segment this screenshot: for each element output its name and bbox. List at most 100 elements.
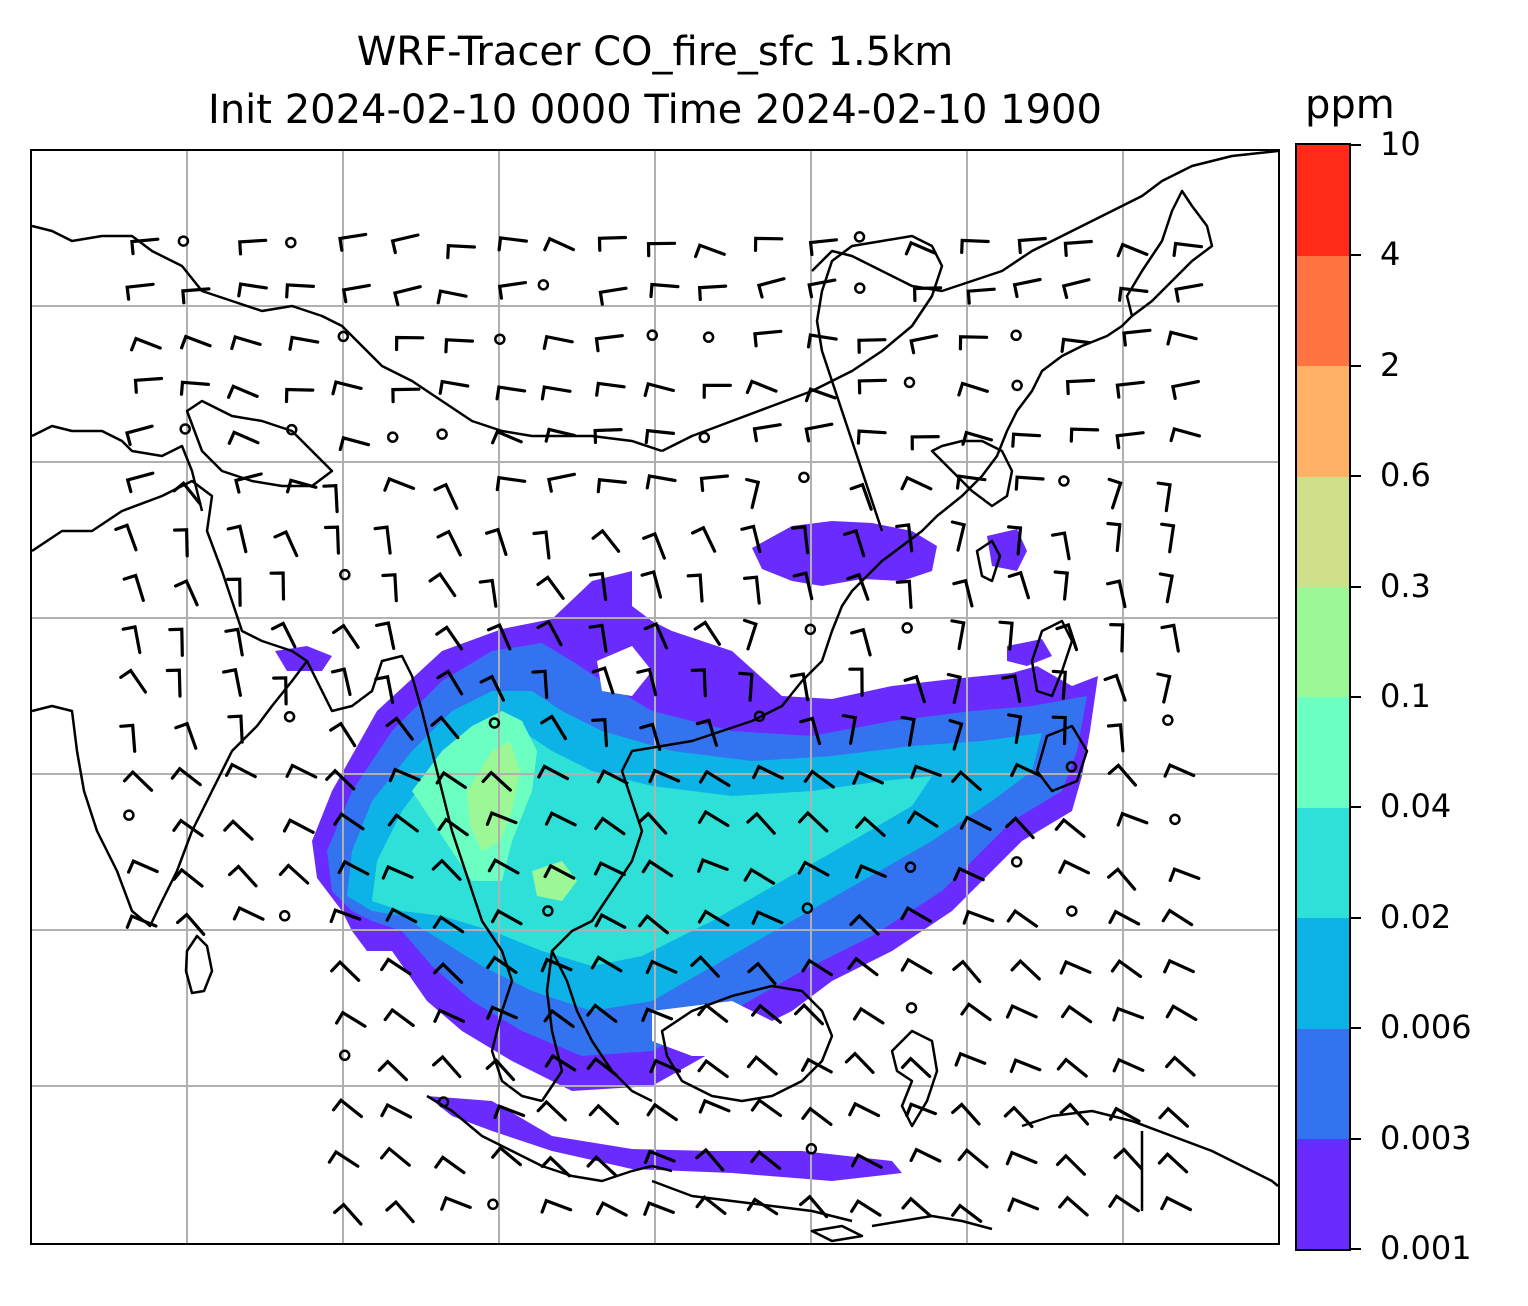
wind-barb [895,523,914,553]
wind-barb [485,811,518,826]
coastline-japan [1125,189,1214,318]
wind-barb [385,1199,415,1224]
wind-barb [232,905,265,921]
calm-wind-marker [1066,905,1078,917]
wind-barb [588,571,608,601]
map-panel [30,149,1280,1245]
wind-barb [643,1149,676,1165]
wind-barb [536,575,565,600]
wind-barb [643,381,675,398]
wind-barb [432,915,465,934]
calm-wind-marker [804,623,817,636]
wind-barb [478,578,498,608]
calm-wind-marker [179,423,191,435]
wind-barb [649,282,680,299]
border-china-interior [661,234,944,532]
wind-barb [122,573,145,602]
wind-barb [1116,242,1149,258]
calm-wind-marker [1058,475,1070,487]
border-nepal [185,399,334,488]
calm-wind-marker [905,1002,918,1014]
wind-barb [1005,1003,1038,1019]
wind-barb [430,715,460,740]
wind-barb [598,286,628,306]
colorbar-tick [1351,806,1361,809]
wind-barb [1058,1195,1089,1217]
wind-barb [738,671,754,702]
calm-wind-marker [337,330,350,343]
wind-barb [491,1145,522,1167]
wind-barb [1005,1150,1038,1166]
wind-barb [857,338,887,354]
wind-barb [172,818,204,838]
wind-barb [850,1152,883,1169]
colorbar-band [1297,807,1349,919]
wind-barb [1051,715,1067,746]
wind-barb [745,477,761,510]
calm-wind-marker [801,902,814,914]
wind-barb [643,1201,675,1216]
wind-barb [752,764,784,780]
wind-barb [433,482,459,510]
wind-barb [486,623,512,651]
wind-barb [959,815,992,831]
wind-barb [1171,379,1200,400]
coastline-korea-japan [1061,151,1278,238]
wind-barb [857,378,887,395]
wind-barb [329,721,357,748]
wind-barb [485,527,508,556]
wind-barb [288,335,320,351]
wind-barb [237,282,268,298]
wind-barb [698,1098,731,1114]
wind-barb [540,1198,573,1214]
wind-barb [1115,380,1145,399]
wind-barb [588,623,608,653]
wind-barb [174,721,198,750]
wind-barb [900,475,933,491]
calm-wind-marker [753,710,766,723]
coastline-philippines-south [1035,724,1089,793]
wind-barb [794,1003,824,1026]
colorbar-tick-label: 0.6 [1380,456,1431,495]
colorbar-tick-label: 0.04 [1380,787,1452,826]
wind-barb [752,423,782,443]
wind-barb [694,243,726,259]
wind-barb [228,864,258,888]
wind-barb [1055,1153,1086,1176]
wind-barb [282,818,315,834]
wind-barb [385,907,418,924]
wind-barb [374,674,395,704]
wind-barb [544,427,576,443]
wind-barb [1110,958,1143,978]
wind-barb [433,961,464,984]
wind-barb [1006,908,1038,928]
wind-barb [338,435,371,452]
wind-barb [273,529,299,558]
wind-barb [691,525,717,553]
wind-barb [1063,239,1093,257]
wind-barb [332,1098,363,1119]
wind-barb [639,722,662,751]
wind-barb [391,387,421,404]
tracer-plume-south-band [427,1096,902,1181]
wind-barb [801,958,833,977]
wind-barb [170,766,202,787]
wind-barb [226,524,248,554]
wind-barb [594,816,626,836]
wind-barb [540,957,573,973]
calm-wind-marker [805,1143,818,1155]
wind-barb [1160,522,1176,554]
wind-barb [446,244,476,260]
wind-barb [697,858,729,873]
wind-barb [593,861,626,877]
wind-barb [1107,763,1137,787]
wind-barb [962,909,995,925]
wind-barb [697,909,730,927]
wind-barb [1059,1102,1090,1126]
wind-barb [227,384,259,399]
coastline-timor [810,1224,864,1243]
wind-barb [750,1149,782,1170]
wind-barb [1108,1106,1141,1123]
wind-barb [479,674,505,702]
wind-barb [1011,432,1042,448]
